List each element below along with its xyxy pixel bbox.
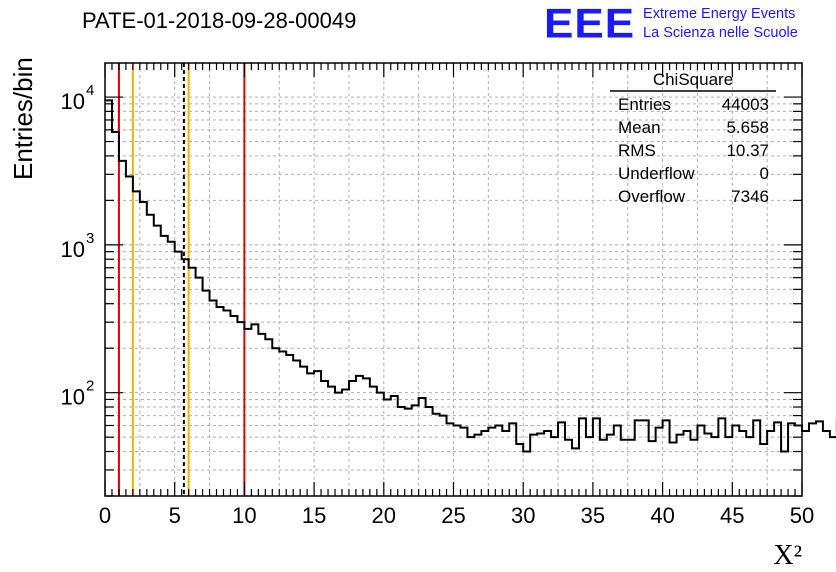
- stats-value: 5.658: [726, 118, 769, 137]
- y-tick-label-base: 10: [61, 89, 85, 114]
- y-tick-label-exp: 3: [86, 230, 94, 247]
- stats-label: Overflow: [618, 187, 686, 206]
- stats-label: RMS: [618, 141, 656, 160]
- stats-rows: Entries 44003 Mean 5.658 RMS 10.37 Underflow 0 O…: [618, 95, 769, 206]
- stats-value: 7346: [731, 187, 769, 206]
- stats-value: 44003: [722, 95, 769, 114]
- eee-logo-text: Extreme Energy Events La Scienza nelle S…: [643, 5, 798, 43]
- y-tick-label: 10 3: [61, 230, 95, 262]
- x-tick-label: 20: [372, 503, 396, 528]
- x-tick-label: 45: [720, 503, 744, 528]
- x-tick-label: 15: [302, 503, 326, 528]
- x-tick-label: 40: [650, 503, 674, 528]
- y-tick-label-exp: 4: [86, 82, 94, 99]
- y-tick-label: 10 2: [61, 378, 95, 410]
- x-tick-labels: 0 5 10 15 20 25 30 35 40 45 50: [99, 503, 814, 528]
- logo-line-2: La Scienza nelle Scuole: [643, 25, 798, 41]
- logo-line-1: Extreme Energy Events: [643, 6, 796, 22]
- y-tick-label-base: 10: [61, 385, 85, 410]
- stats-label: Underflow: [618, 164, 695, 183]
- stats-label: Mean: [618, 118, 661, 137]
- x-tick-label: 35: [581, 503, 605, 528]
- x-tick-label: 10: [232, 503, 256, 528]
- x-tick-label: 5: [169, 503, 181, 528]
- chart-title: PATE-01-2018-09-28-00049: [82, 8, 357, 33]
- stats-title: ChiSquare: [653, 70, 733, 89]
- eee-logo-mark: EEE: [544, 0, 636, 47]
- stats-label: Entries: [618, 95, 671, 114]
- y-tick-label: 10 4: [61, 82, 95, 114]
- x-tick-label: 30: [511, 503, 535, 528]
- y-axis-label: Entries/bin: [8, 57, 38, 180]
- x-axis-label: X²: [773, 540, 802, 571]
- x-tick-label: 50: [790, 503, 814, 528]
- stats-value: 0: [760, 164, 769, 183]
- y-tick-label-exp: 2: [86, 378, 94, 395]
- axis-ticks: [104, 63, 803, 497]
- y-tick-label-base: 10: [61, 237, 85, 262]
- eee-logo: EEE Extreme Energy Events La Scienza nel…: [544, 2, 798, 46]
- stats-box: ChiSquare Entries 44003 Mean 5.658 RMS 10.37 U…: [610, 70, 776, 206]
- x-tick-label: 25: [441, 503, 465, 528]
- reference-lines: [117, 63, 246, 496]
- stats-value: 10.37: [726, 141, 769, 160]
- x-tick-label: 0: [99, 503, 111, 528]
